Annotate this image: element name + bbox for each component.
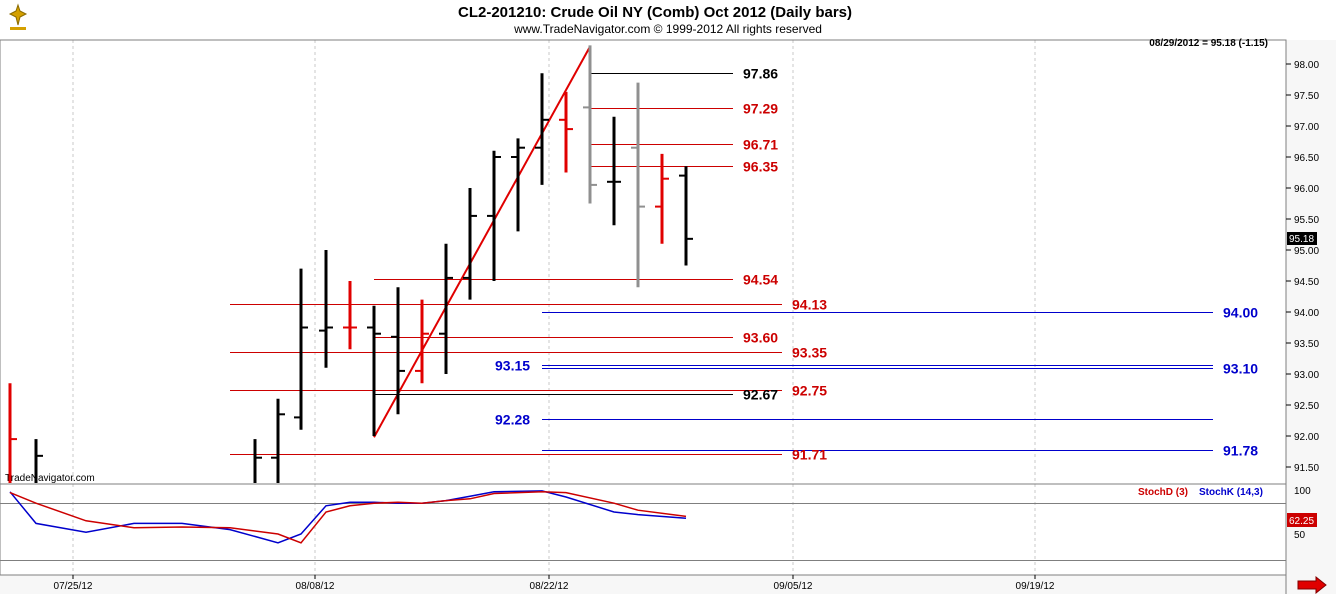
level-label: 93.35 — [792, 345, 827, 361]
ohlc-bar — [294, 268, 308, 430]
stoch-legend-d: StochD (3) — [1138, 487, 1188, 498]
stochastic-panel: 100 50 StochD (3) StochK (14,3) 62.25 — [0, 486, 1317, 561]
ohlc-bar — [319, 250, 333, 368]
x-tick-label: 09/05/12 — [774, 581, 813, 592]
last-price-tag-text: 95.18 — [1289, 234, 1314, 245]
ohlc-bar — [343, 281, 357, 350]
y-tick-label: 91.50 — [1294, 463, 1319, 474]
chart-subtitle: www.TradeNavigator.com © 1999-2012 All r… — [513, 22, 822, 36]
date-axis-panel — [0, 575, 1336, 594]
last-price-readout: 08/29/2012 = 95.18 (-1.15) — [1149, 38, 1268, 49]
y-tick-label: 97.00 — [1294, 122, 1319, 133]
x-tick-label: 09/19/12 — [1016, 581, 1055, 592]
ohlc-bar — [415, 299, 429, 384]
level-label: 97.86 — [743, 66, 778, 82]
ohlc-bars — [8, 45, 693, 483]
ohlc-bar — [631, 82, 645, 288]
stoch-tick-label: 50 — [1294, 530, 1306, 541]
trendline — [373, 46, 591, 438]
ohlc-bar — [34, 439, 43, 483]
price-axis: 91.50 92.00 92.50 93.00 93.50 94.00 94.50 95.00… — [1286, 60, 1319, 474]
y-tick-label: 93.00 — [1294, 370, 1319, 381]
ohlc-bar — [583, 45, 597, 204]
trendline-segment — [373, 46, 591, 438]
x-tick-label: 07/25/12 — [54, 581, 93, 592]
last-price-tag — [1287, 232, 1317, 245]
ohlc-bar — [463, 188, 477, 300]
stoch-panel-border — [0, 483, 1287, 576]
price-panel-border — [0, 39, 1287, 485]
y-tick-label: 92.00 — [1294, 432, 1319, 443]
y-tick-label: 92.50 — [1294, 401, 1319, 412]
level-label: 92.28 — [495, 412, 530, 428]
chart-title: CL2-201210: Crude Oil NY (Comb) Oct 2012… — [458, 4, 852, 21]
level-label: 92.67 — [743, 387, 778, 403]
ohlc-bar — [559, 91, 573, 173]
stoch-tick-label: 100 — [1294, 486, 1311, 497]
scroll-right-arrow-icon[interactable] — [1297, 575, 1327, 594]
ohlc-bar — [655, 153, 669, 244]
level-label: 93.60 — [743, 330, 778, 346]
y-tick-label: 95.50 — [1294, 215, 1319, 226]
level-label: 96.35 — [743, 159, 778, 175]
level-label: 96.71 — [743, 137, 778, 153]
level-label: 94.00 — [1223, 305, 1258, 321]
level-label: 92.75 — [792, 383, 827, 399]
stoch-value-tag — [1287, 513, 1317, 527]
level-label: 91.78 — [1223, 443, 1258, 459]
tradenavigator-logo-icon[interactable] — [8, 3, 28, 30]
y-tick-label: 96.00 — [1294, 184, 1319, 195]
stoch-value-tag-text: 62.25 — [1289, 516, 1314, 527]
vertical-grid — [72, 40, 1036, 575]
stoch-line — [9, 490, 687, 544]
y-tick-label: 93.50 — [1294, 339, 1319, 350]
ohlc-bar — [607, 116, 621, 226]
y-tick-label: 94.00 — [1294, 308, 1319, 319]
x-tick-label: 08/08/12 — [296, 581, 335, 592]
ohlc-bar — [679, 166, 693, 266]
ohlc-bar — [8, 383, 17, 483]
level-label: 94.13 — [792, 297, 827, 313]
ohlc-bar — [439, 243, 453, 374]
stoch-legend-k: StochK (14,3) — [1199, 487, 1263, 498]
price-axis-panel — [1286, 40, 1336, 575]
y-tick-label: 98.00 — [1294, 60, 1319, 71]
level-label: 91.71 — [792, 447, 827, 463]
level-label: 93.10 — [1223, 361, 1258, 377]
ohlc-bar — [535, 73, 549, 185]
x-tick-label: 08/22/12 — [530, 581, 569, 592]
level-label: 93.15 — [495, 358, 530, 374]
ohlc-bar — [271, 398, 285, 483]
date-axis: 07/25/12 08/08/12 08/22/12 09/05/12 09/19/12 — [54, 575, 1055, 592]
ohlc-bar — [367, 305, 381, 436]
ohlc-bar — [511, 138, 525, 232]
ohlc-bar — [253, 439, 262, 483]
ohlc-bar — [391, 287, 405, 415]
level-label: 97.29 — [743, 101, 778, 117]
y-tick-label: 96.50 — [1294, 153, 1319, 164]
y-tick-label: 95.00 — [1294, 246, 1319, 257]
level-label: 94.54 — [743, 272, 778, 288]
stoch-line — [9, 491, 687, 544]
y-tick-label: 94.50 — [1294, 277, 1319, 288]
price-levels: 97.86 97.29 96.71 96.35 94.54 94.13 94.00 93.60… — [230, 66, 1258, 463]
ohlc-bar — [487, 150, 501, 281]
watermark: TradeNavigator.com — [5, 473, 95, 484]
y-tick-label: 97.50 — [1294, 91, 1319, 102]
